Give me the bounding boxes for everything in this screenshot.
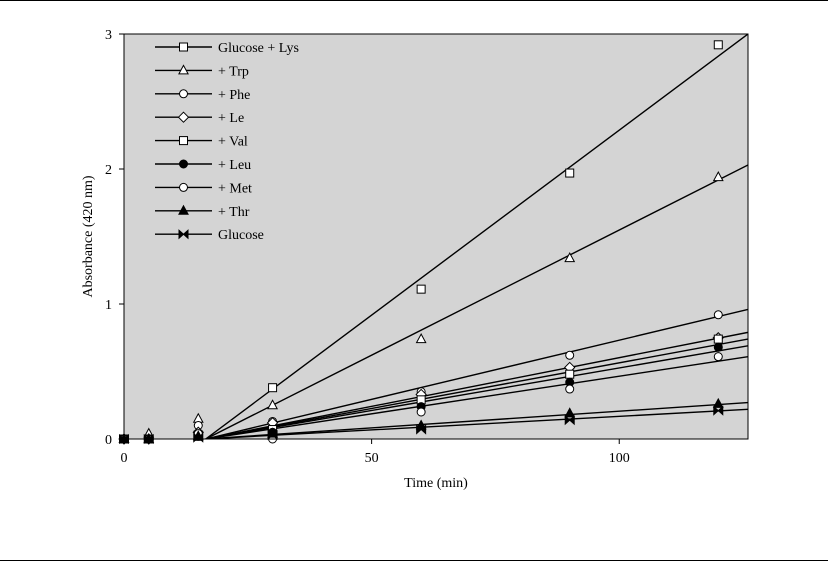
data-point-s2-4: [267, 399, 279, 410]
fit-lines: [205, 34, 748, 439]
legend-label-7: + Met: [218, 181, 252, 196]
data-point-s7-6: [565, 384, 575, 394]
data-point-s5-6: [565, 369, 575, 379]
data-point-s6-7: [713, 342, 723, 352]
legend-marker-8: [178, 204, 189, 215]
legend-label-3: + Phe: [218, 88, 250, 103]
top-rule: [0, 0, 828, 1]
data-point-s5-7: [713, 334, 723, 344]
data-point-s1-7: [713, 40, 723, 50]
x-tick-label-2: 50: [365, 451, 379, 466]
y-tick-label-1: 0: [105, 433, 112, 448]
legend-label-1: Glucose + Lys: [218, 41, 299, 56]
data-point-s3-7: [713, 310, 723, 320]
data-point-s7-7: [713, 352, 723, 362]
fit-line-7: [205, 355, 748, 439]
fit-line-9: [205, 408, 748, 439]
plot-area: [124, 34, 748, 439]
data-point-s9-7: [713, 405, 724, 416]
data-point-s9-5: [416, 424, 427, 435]
data-point-s1-4: [268, 383, 278, 393]
legend-marker-5: [179, 136, 188, 146]
x-tick-label-3: 100: [609, 451, 630, 466]
data-point-s7-5: [416, 407, 426, 417]
data-point-s8-7: [712, 397, 724, 408]
data-point-s3-6: [565, 350, 575, 360]
fit-line-5: [205, 338, 748, 439]
data-point-s8-6: [564, 407, 576, 418]
legend-label-8: + Thr: [218, 205, 250, 220]
fit-line-1: [205, 34, 748, 439]
fit-line-2: [205, 164, 748, 439]
bottom-rule: [0, 560, 828, 561]
legend-marker-9: [178, 229, 189, 240]
legend: Glucose + Lys + Trp + Phe + Le + Val + Leu + M…: [155, 41, 299, 243]
y-tick-label-4: 3: [105, 28, 112, 43]
data-point-s2-5: [415, 333, 427, 344]
fit-line-4: [205, 331, 748, 439]
y-tick-label-3: 2: [105, 163, 112, 178]
legend-marker-1: [179, 42, 188, 52]
fit-line-8: [205, 401, 748, 439]
fit-line-6: [205, 345, 748, 439]
y-axis-title: Absorbance (420 nm): [81, 175, 96, 297]
legend-label-5: + Val: [218, 135, 248, 150]
legend-label-9: Glucose: [218, 228, 264, 243]
data-point-s1-6: [565, 168, 575, 178]
data-point-s9-4: [267, 429, 278, 441]
fit-line-3: [205, 308, 748, 439]
legend-marker-7: [179, 182, 188, 192]
legend-label-2: + Trp: [218, 64, 249, 79]
legend-marker-2: [178, 64, 189, 75]
data-point-s2-6: [564, 252, 576, 263]
data-point-s2-7: [712, 171, 724, 182]
legend-marker-3: [179, 89, 188, 99]
x-axis-title: Time (min): [404, 476, 468, 491]
data-point-s1-5: [416, 284, 426, 294]
y-tick-label-2: 1: [105, 298, 112, 313]
x-tick-label-1: 0: [121, 451, 128, 466]
legend-label-4: + Le: [218, 111, 244, 126]
legend-label-6: + Leu: [218, 158, 251, 173]
plot-frame: [123, 33, 749, 440]
legend-marker-4: [177, 111, 190, 123]
legend-marker-6: [179, 159, 188, 169]
data-point-s9-6: [564, 414, 575, 426]
